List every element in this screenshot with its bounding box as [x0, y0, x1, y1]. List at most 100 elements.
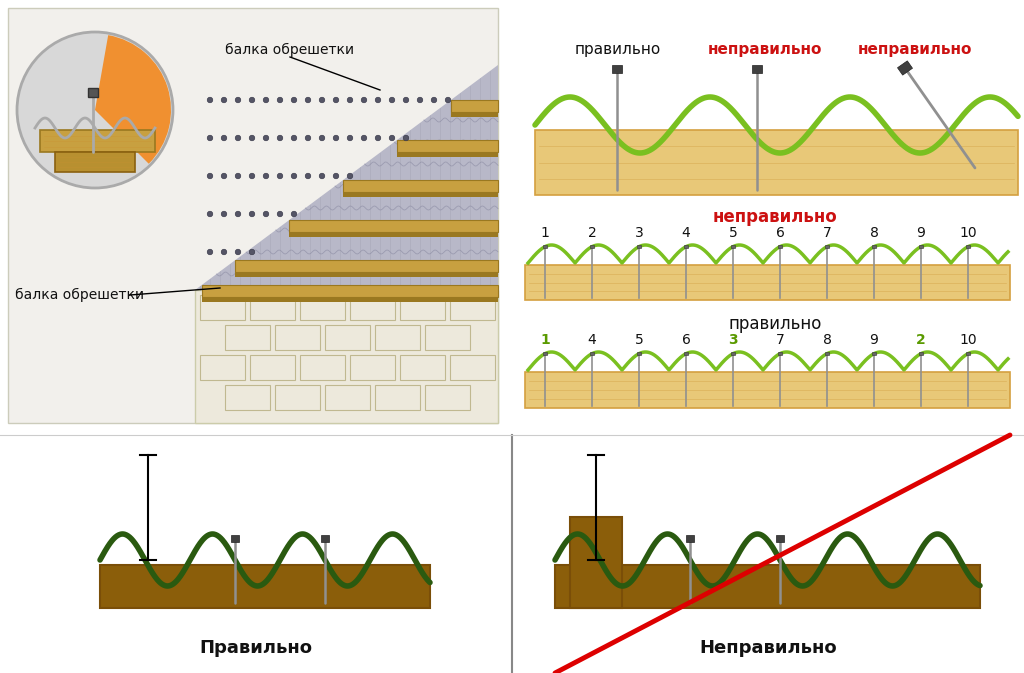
Bar — [778, 352, 782, 355]
Circle shape — [291, 97, 297, 103]
Circle shape — [278, 211, 283, 217]
Circle shape — [249, 173, 255, 179]
Bar — [300, 295, 345, 320]
Polygon shape — [397, 152, 498, 157]
Circle shape — [389, 135, 395, 141]
Bar — [825, 352, 829, 355]
Text: 6: 6 — [775, 226, 784, 240]
Text: 2: 2 — [916, 333, 926, 347]
Text: 3: 3 — [728, 333, 738, 347]
Circle shape — [236, 135, 241, 141]
Bar — [88, 88, 98, 97]
Circle shape — [361, 135, 367, 141]
Polygon shape — [343, 180, 498, 192]
Circle shape — [263, 211, 268, 217]
Text: 7: 7 — [822, 226, 831, 240]
Text: Неправильно: Неправильно — [699, 639, 837, 657]
Circle shape — [207, 97, 213, 103]
Circle shape — [278, 173, 283, 179]
Bar — [231, 535, 239, 542]
Circle shape — [319, 135, 325, 141]
Circle shape — [319, 173, 325, 179]
Bar — [570, 517, 622, 608]
Circle shape — [333, 173, 339, 179]
Bar — [8, 8, 498, 423]
Circle shape — [431, 97, 437, 103]
Polygon shape — [451, 112, 498, 117]
Bar — [325, 385, 370, 410]
Bar — [275, 325, 319, 350]
Circle shape — [221, 135, 226, 141]
Bar — [684, 352, 688, 355]
Bar — [590, 245, 594, 248]
Circle shape — [207, 135, 213, 141]
Bar — [825, 245, 829, 248]
Circle shape — [236, 97, 241, 103]
Circle shape — [221, 173, 226, 179]
Text: 8: 8 — [869, 226, 879, 240]
Circle shape — [305, 173, 311, 179]
Bar — [425, 385, 470, 410]
Text: 2: 2 — [588, 226, 596, 240]
Bar — [450, 355, 495, 380]
Bar — [300, 355, 345, 380]
Circle shape — [291, 173, 297, 179]
Circle shape — [236, 173, 241, 179]
Circle shape — [333, 97, 339, 103]
Circle shape — [347, 173, 353, 179]
Bar — [375, 325, 420, 350]
Circle shape — [278, 135, 283, 141]
Text: правильно: правильно — [728, 315, 821, 333]
Text: неправильно: неправильно — [858, 42, 972, 57]
Bar — [195, 290, 498, 423]
Bar — [590, 352, 594, 355]
Bar — [525, 372, 1010, 408]
Bar — [321, 535, 329, 542]
Circle shape — [403, 135, 409, 141]
Bar — [250, 355, 295, 380]
Bar — [752, 65, 762, 73]
Circle shape — [375, 135, 381, 141]
Bar — [535, 130, 1018, 195]
Text: 4: 4 — [682, 226, 690, 240]
Polygon shape — [289, 220, 498, 232]
Circle shape — [249, 97, 255, 103]
Bar — [776, 535, 784, 542]
Text: балка обрешетки: балка обрешетки — [15, 288, 144, 302]
Text: правильно: правильно — [574, 42, 662, 57]
Bar — [872, 352, 876, 355]
Circle shape — [403, 97, 409, 103]
Text: 9: 9 — [916, 226, 926, 240]
Polygon shape — [195, 65, 498, 290]
Circle shape — [278, 97, 283, 103]
Circle shape — [207, 173, 213, 179]
Bar — [325, 325, 370, 350]
Circle shape — [347, 135, 353, 141]
Bar — [450, 295, 495, 320]
Text: 1: 1 — [541, 226, 550, 240]
Text: 6: 6 — [682, 333, 690, 347]
Circle shape — [361, 97, 367, 103]
Circle shape — [291, 135, 297, 141]
Bar — [966, 352, 970, 355]
Text: 5: 5 — [635, 333, 643, 347]
Wedge shape — [95, 35, 171, 164]
Bar — [400, 295, 445, 320]
Circle shape — [207, 211, 213, 217]
Text: балка обрешетки: балка обрешетки — [225, 43, 354, 57]
Bar — [250, 295, 295, 320]
Circle shape — [249, 249, 255, 255]
Bar — [731, 352, 735, 355]
Circle shape — [445, 97, 451, 103]
Bar — [637, 245, 641, 248]
Polygon shape — [451, 100, 498, 112]
Circle shape — [263, 135, 268, 141]
Circle shape — [249, 211, 255, 217]
Bar — [425, 325, 470, 350]
Circle shape — [333, 135, 339, 141]
Bar — [919, 245, 923, 248]
Bar — [686, 535, 694, 542]
Circle shape — [207, 249, 213, 255]
Circle shape — [236, 211, 241, 217]
Bar — [55, 152, 135, 172]
